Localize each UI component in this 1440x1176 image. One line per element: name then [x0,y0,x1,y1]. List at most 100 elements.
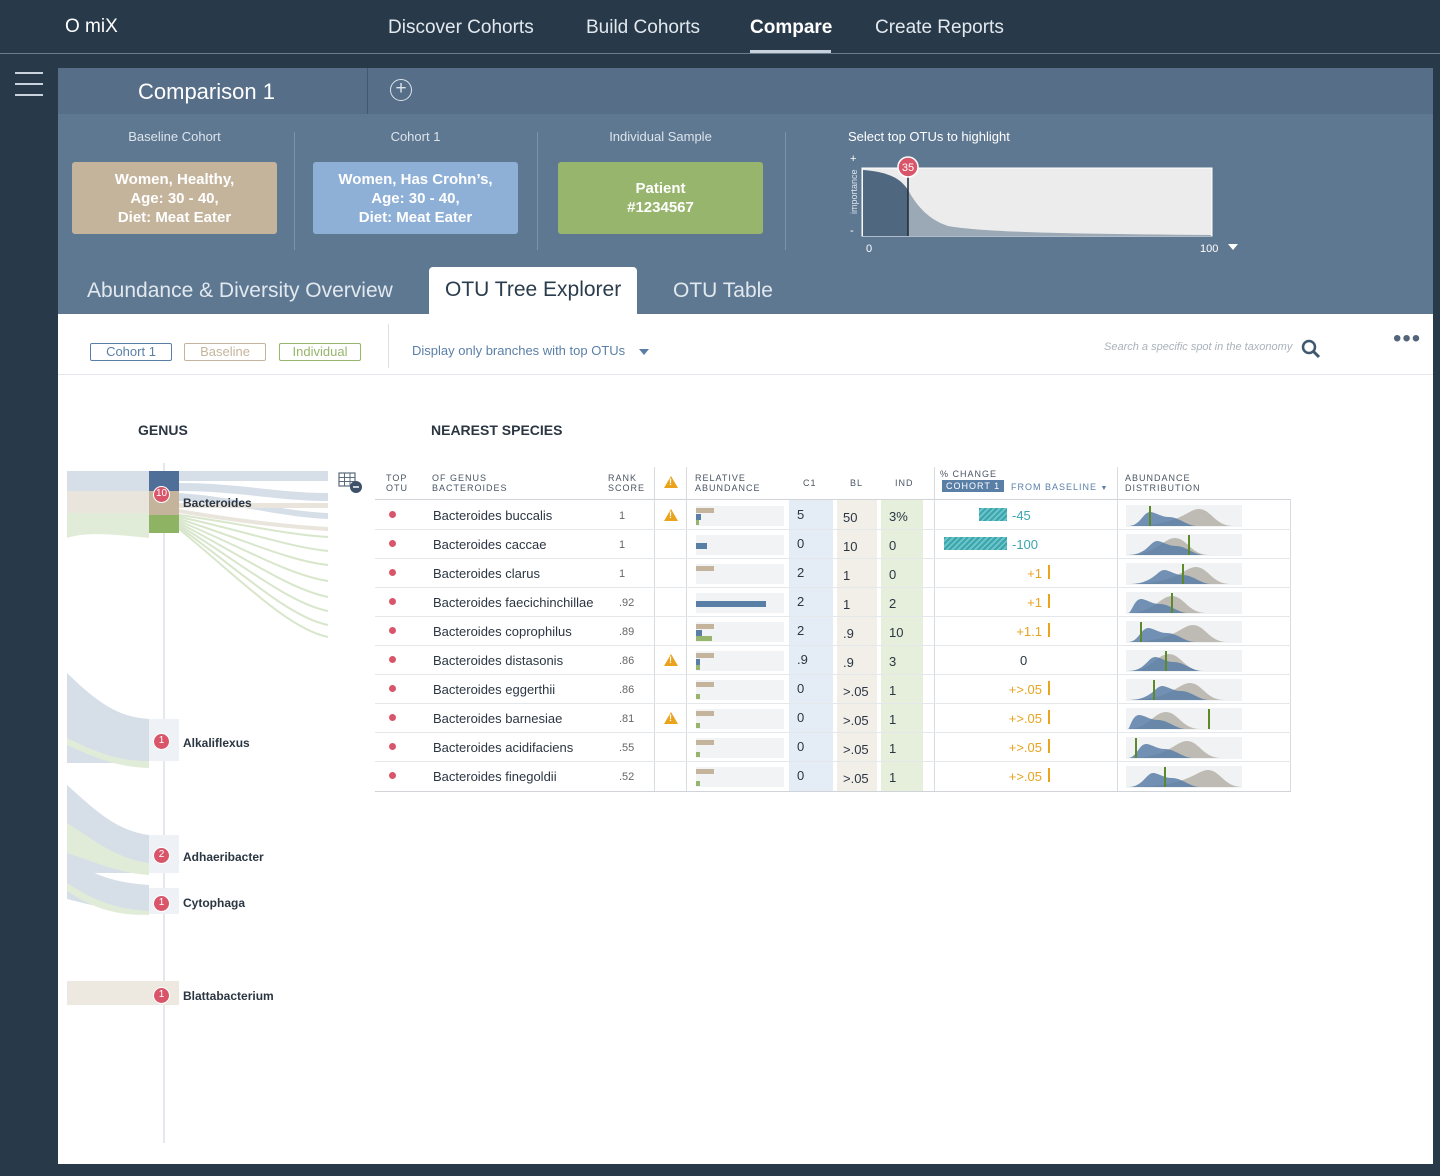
branch-filter-dropdown[interactable]: Display only branches with top OTUs [412,343,650,358]
genus-adhaeribacter[interactable]: Adhaeribacter [183,850,264,864]
abundance-distribution[interactable] [1126,505,1242,527]
abundance-distribution[interactable] [1126,650,1242,672]
ind-value: 0 [889,567,897,582]
baseline-cohort-card[interactable]: Women, Healthy, Age: 30 - 40, Diet: Meat… [72,162,277,234]
individual-sample-card[interactable]: Patient #1234567 [558,162,763,234]
table-row[interactable]: Bacteroides clarus 1 2 1 0 +1 [375,558,1291,588]
genus-alkaliflexus[interactable]: Alkaliflexus [183,736,250,750]
rank-score: .86 [619,684,635,696]
warning-icon[interactable] [664,712,678,724]
relative-abundance-bar [696,680,784,700]
otu-importance-selector[interactable]: + - importance 35 0 100 [838,150,1258,258]
table-row[interactable]: Bacteroides acidifaciens .55 0 >.05 1 +>.05 [375,732,1291,762]
nearest-species-header: NEAREST SPECIES [431,422,563,438]
abundance-distribution[interactable] [1126,621,1242,643]
otu-selected-area [863,170,908,236]
nav-build-cohorts[interactable]: Build Cohorts [586,17,701,38]
table-row[interactable]: Bacteroides barnesiae .81 0 >.05 1 +>.05 [375,703,1291,733]
header-cohort1-tag[interactable]: COHORT 1 [942,480,1005,492]
table-row[interactable]: Bacteroides distasonis .86 .9 .9 3 0 [375,645,1291,675]
nav-discover-cohorts[interactable]: Discover Cohorts [388,17,534,38]
species-name[interactable]: Bacteroides coprophilus [433,624,572,639]
abundance-distribution[interactable] [1126,534,1242,556]
relative-abundance-bar [696,622,784,642]
abundance-distribution[interactable] [1126,592,1242,614]
baseline-bar [696,624,714,629]
table-row[interactable]: Bacteroides eggerthii .86 0 >.05 1 +>.05 [375,674,1291,704]
species-name[interactable]: Bacteroides finegoldii [433,769,557,784]
species-name[interactable]: Bacteroides barnesiae [433,711,563,726]
c1-value: 0 [797,768,805,783]
nav-compare[interactable]: Compare [750,17,833,38]
baseline-line-1: Women, Healthy, [114,170,235,188]
taxonomy-search-input[interactable]: Search a specific spot in the taxonomy [1104,341,1293,353]
relative-abundance-bar [696,564,784,584]
change-value: +>.05 [1008,711,1042,726]
c1-value: 0 [797,536,805,551]
app-logo[interactable]: O miX [65,16,118,37]
baseline-toggle[interactable]: Baseline [184,343,266,361]
header-ind[interactable]: IND [895,478,914,488]
cohort1-toggle[interactable]: Cohort 1 [90,343,172,361]
header-from-baseline[interactable]: FROM BASELINE ▼ [1011,482,1108,494]
individual-toggle[interactable]: Individual [279,343,361,361]
table-row[interactable]: Bacteroides faecichinchillae .92 2 1 2 +1 [375,587,1291,617]
divider [537,132,538,250]
ind-value: 1 [889,770,897,785]
header-c1[interactable]: C1 [803,478,817,488]
rank-score: 1 [619,510,626,522]
abundance-distribution[interactable] [1126,737,1242,759]
menu-icon[interactable] [15,72,43,98]
cohort1-label: Cohort 1 [390,129,441,144]
table-row[interactable]: Bacteroides coprophilus .89 2 .9 10 +1.1 [375,616,1291,646]
abundance-distribution[interactable] [1126,766,1242,788]
warning-icon[interactable] [664,654,678,666]
otu-threshold-handle[interactable] [897,156,919,178]
species-name[interactable]: Bacteroides eggerthii [433,682,556,697]
abundance-distribution[interactable] [1126,563,1242,585]
table-row[interactable]: Bacteroides finegoldii .52 0 >.05 1 +>.05 [375,761,1291,791]
warning-icon[interactable] [664,509,678,521]
table-row[interactable]: Bacteroides caccae 1 0 10 0 -100 [375,529,1291,559]
header-rank-1[interactable]: RANK [608,473,638,483]
tab-otu-table[interactable]: OTU Table [673,279,773,302]
species-name[interactable]: Bacteroides acidifaciens [433,740,574,755]
baseline-line-3: Diet: Meat Eater [117,208,232,226]
top-otu-dot [389,743,396,750]
comparison-tab-title[interactable]: Comparison 1 [138,79,275,104]
species-name[interactable]: Bacteroides caccae [433,537,547,552]
nav-active-indicator [750,50,831,53]
abundance-distribution[interactable] [1126,708,1242,730]
tab-abundance-diversity[interactable]: Abundance & Diversity Overview [87,279,393,302]
abundance-distribution[interactable] [1126,679,1242,701]
genus-header: GENUS [138,422,188,438]
species-name[interactable]: Bacteroides distasonis [433,653,564,668]
tab-otu-tree-explorer[interactable]: OTU Tree Explorer [429,267,638,315]
table-row[interactable]: Bacteroides buccalis 1 5 50 3% -45 [375,501,1291,530]
collapse-table-icon[interactable] [338,472,364,494]
baseline-bar [696,711,714,716]
divider [294,132,295,250]
genus-cytophaga[interactable]: Cytophaga [183,896,246,910]
cohort1-card[interactable]: Women, Has Crohn’s, Age: 30 - 40, Diet: … [313,162,518,234]
search-icon[interactable] [1301,339,1321,359]
nav-create-reports[interactable]: Create Reports [875,17,1004,38]
bl-value: 1 [843,568,851,583]
relative-abundance-bar [696,767,784,787]
add-comparison-icon[interactable]: + [390,79,412,101]
change-value: +>.05 [1008,769,1042,784]
ind-value: 1 [889,683,897,698]
header-bl[interactable]: BL [850,478,864,488]
header-rank-2[interactable]: SCORE [608,483,646,493]
more-options-icon[interactable]: ••• [1393,325,1422,352]
baseline-bar [696,566,714,571]
genus-bacteroides[interactable]: Bacteroides [183,496,252,510]
genus-blattabacterium[interactable]: Blattabacterium [183,989,274,1003]
top-otu-dot [389,598,396,605]
otu-max-dropdown-icon[interactable] [1228,244,1238,250]
species-name[interactable]: Bacteroides clarus [433,566,540,581]
species-name[interactable]: Bacteroides buccalis [433,508,553,523]
relative-abundance-bar [696,535,784,555]
baseline-bar [696,508,714,513]
species-name[interactable]: Bacteroides faecichinchillae [433,595,594,610]
